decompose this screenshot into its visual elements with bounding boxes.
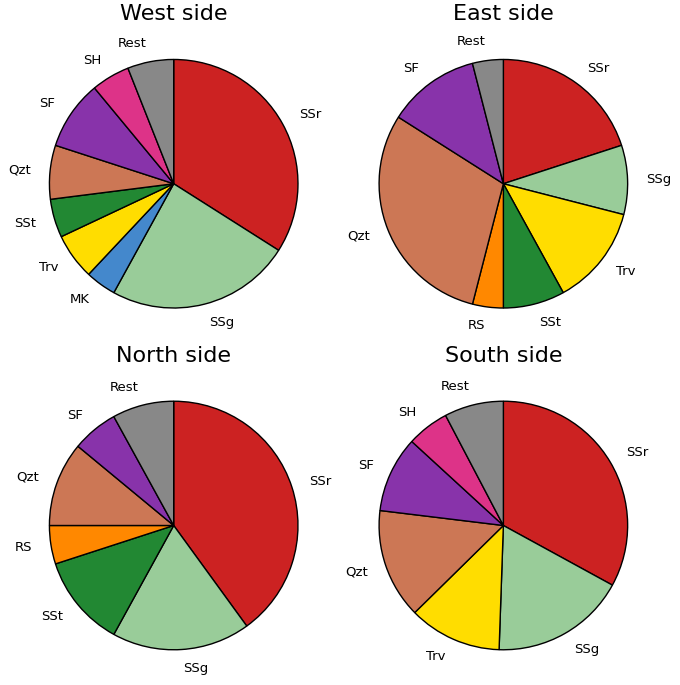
Wedge shape	[415, 525, 503, 649]
Text: Trv: Trv	[616, 265, 636, 278]
Text: Rest: Rest	[440, 380, 469, 393]
Wedge shape	[379, 510, 503, 612]
Wedge shape	[499, 525, 613, 650]
Text: SSg: SSg	[646, 173, 671, 186]
Wedge shape	[412, 416, 503, 525]
Text: SF: SF	[67, 409, 82, 422]
Text: SF: SF	[39, 97, 56, 110]
Text: Qzt: Qzt	[16, 471, 39, 484]
Text: RS: RS	[15, 541, 33, 554]
Text: SSr: SSr	[588, 62, 609, 75]
Text: Rest: Rest	[109, 381, 138, 394]
Wedge shape	[173, 401, 298, 626]
Wedge shape	[88, 184, 173, 292]
Text: Trv: Trv	[426, 650, 446, 663]
Wedge shape	[503, 184, 563, 308]
Text: Qzt: Qzt	[9, 164, 31, 177]
Wedge shape	[114, 401, 173, 525]
Wedge shape	[50, 525, 173, 564]
Text: SSr: SSr	[299, 108, 321, 121]
Wedge shape	[78, 416, 173, 525]
Text: SSg: SSg	[209, 316, 235, 329]
Text: Trv: Trv	[39, 261, 58, 274]
Text: MK: MK	[69, 293, 90, 306]
Text: SSt: SSt	[14, 217, 37, 230]
Text: SSr: SSr	[309, 475, 332, 488]
Text: Rest: Rest	[456, 36, 486, 49]
Wedge shape	[56, 525, 173, 634]
Wedge shape	[380, 442, 503, 525]
Wedge shape	[503, 401, 628, 585]
Title: East side: East side	[453, 4, 554, 24]
Wedge shape	[95, 68, 173, 184]
Wedge shape	[61, 184, 173, 274]
Wedge shape	[50, 184, 173, 236]
Text: SSg: SSg	[574, 643, 599, 656]
Wedge shape	[50, 447, 173, 525]
Wedge shape	[503, 60, 622, 184]
Text: Qzt: Qzt	[345, 565, 368, 578]
Text: SSr: SSr	[626, 446, 649, 459]
Text: RS: RS	[468, 319, 486, 332]
Text: SSt: SSt	[41, 610, 64, 623]
Wedge shape	[114, 184, 279, 308]
Text: SSt: SSt	[539, 316, 561, 329]
Wedge shape	[56, 88, 173, 184]
Text: SH: SH	[398, 406, 416, 419]
Wedge shape	[114, 525, 247, 650]
Title: West side: West side	[120, 4, 227, 24]
Wedge shape	[445, 401, 503, 525]
Wedge shape	[473, 60, 503, 184]
Text: SSg: SSg	[183, 662, 208, 675]
Text: Qzt: Qzt	[347, 230, 371, 243]
Title: North side: North side	[116, 346, 231, 366]
Title: South side: South side	[445, 346, 562, 366]
Text: Rest: Rest	[118, 37, 147, 50]
Wedge shape	[50, 145, 173, 199]
Wedge shape	[379, 117, 503, 304]
Text: SH: SH	[83, 54, 101, 67]
Text: SF: SF	[358, 459, 373, 472]
Wedge shape	[503, 184, 624, 292]
Wedge shape	[398, 64, 503, 184]
Wedge shape	[473, 184, 503, 308]
Wedge shape	[503, 145, 628, 214]
Wedge shape	[173, 60, 298, 250]
Text: SF: SF	[403, 62, 420, 75]
Wedge shape	[128, 60, 173, 184]
